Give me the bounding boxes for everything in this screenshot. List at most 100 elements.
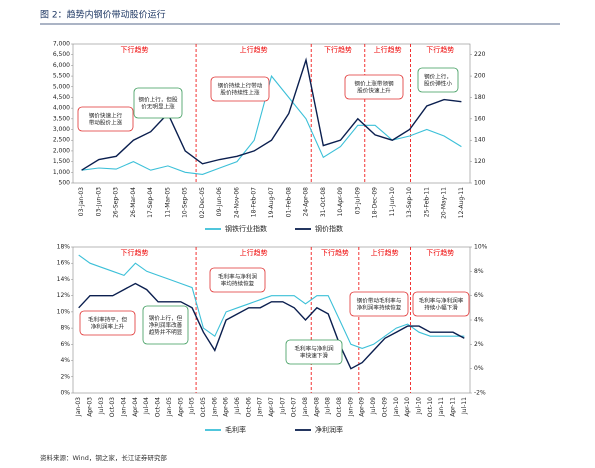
y2-tick-label: 140 [474,137,486,144]
y-tick-label: 16% [57,260,71,267]
x-tick-label: Apr-03 [87,397,94,417]
x-tick-label: Jan-09 [347,397,354,417]
callout-box [412,291,470,317]
x-tick-label: Jan-10 [393,397,400,417]
x-tick-label: Oct-07 [291,397,298,417]
x-tick-label: Jan-03 [75,397,82,417]
region-label: 下行趋势 [426,45,454,54]
y-tick-label: 10% [57,308,71,315]
x-tick-label: Oct-04 [155,397,162,417]
x-tick-label: Apr-04 [132,397,139,417]
callout-box [210,76,270,102]
callout-box [417,67,459,93]
y-tick-label: 1,500 [53,158,70,165]
y2-tick-label: 2% [474,341,484,348]
y-tick-label: 2,000 [53,147,70,154]
y-tick-label: 6% [60,341,70,348]
y2-tick-label: 4% [474,317,484,324]
x-tick-label: Apr-10 [404,397,411,417]
y-tick-label: 3,000 [53,126,70,133]
x-tick-label: 26-Sep-03 [113,187,120,218]
region-label: 下行趋势 [121,248,149,257]
x-tick-label: 31-Oct-08 [320,187,327,217]
callout-text: 钢价快速上行带动股价上涨 [89,111,123,126]
callout-text: 钢价持续上行带动股价持续性上涨 [218,81,263,96]
series-line [81,74,462,175]
callout-text: 毛利率持平，但净利润率上升 [88,315,128,330]
y2-tick-label: 8% [474,268,484,275]
x-tick-label: Apr-06 [223,397,230,417]
x-tick-label: 11-Mar-05 [164,187,171,218]
region-label: 上行趋势 [371,248,399,257]
y-tick-label: 14% [57,276,71,283]
x-tick-label: Jan-04 [121,397,128,417]
x-tick-label: Jan-05 [166,397,173,417]
x-tick-label: Jan-07 [257,397,264,417]
x-tick-label: Oct-08 [336,397,343,417]
region-label: 下行趋势 [324,45,352,54]
x-tick-label: 10-Apr-09 [337,187,344,217]
series-line [78,254,465,349]
y-tick-label: 4,500 [53,94,70,101]
x-tick-label: 02-Dec-05 [199,187,206,218]
region-label: 下行趋势 [426,248,454,257]
x-tick-label: Oct-03 [109,397,116,417]
x-tick-label: Jul-08 [325,397,332,415]
y-tick-label: 5,500 [53,73,70,80]
callout-box [142,305,189,345]
y2-tick-label: 220 [474,51,486,58]
y2-tick-label: -2% [474,390,486,397]
y2-tick-label: 120 [474,158,486,165]
callout-box [285,339,343,365]
callout-box [79,310,136,336]
y2-tick-label: 100 [474,180,486,187]
y-tick-label: 0% [60,390,70,397]
y-tick-label: 6,500 [53,51,70,58]
y-tick-label: 6,000 [53,62,70,69]
plot-frame [72,43,471,184]
y2-tick-label: 200 [474,73,486,80]
y-tick-label: 500 [59,180,71,187]
x-tick-label: 24-Nov-06 [233,187,240,218]
x-tick-label: 13-Sep-10 [406,187,413,218]
x-tick-label: Oct-10 [427,397,434,417]
callout-text: 毛利率与净利润率持续小幅下滑 [419,296,464,311]
region-label: 上行趋势 [374,45,402,54]
y-tick-label: 4% [60,357,70,364]
x-tick-label: 09-Jun-06 [216,187,223,216]
y2-tick-label: 160 [474,115,486,122]
callout-text: 毛利率与净利润率快速下滑 [294,344,334,359]
region-label: 上行趋势 [240,248,268,257]
x-tick-label: 17-Sep-04 [147,187,154,218]
x-tick-label: 18-Feb-07 [251,187,258,217]
callout-text: 钢价上行，股价弹性小 [424,72,452,87]
x-tick-label: 12-Aug-11 [458,187,465,218]
x-tick-label: 25-Feb-11 [423,187,430,217]
callout-box [77,106,134,132]
x-tick-label: Oct-05 [200,397,207,417]
y-tick-label: 4,000 [53,105,70,112]
callout-text: 钢价带动毛利率与净利润率持续恢复 [357,296,402,311]
callout-text: 钢价上行，但净利润率改善趋势并不明显 [149,314,183,336]
x-tick-label: 03-Jul-09 [354,187,361,214]
x-tick-label: Jul-04 [143,397,150,415]
x-tick-label: 20-May-11 [441,187,448,219]
y-tick-label: 2,500 [53,137,70,144]
x-tick-label: Apr-05 [177,397,184,417]
legend-label: 钢价指数 [315,224,343,233]
y-tick-label: 12% [57,292,71,299]
legend-label: 毛利率 [225,425,246,434]
x-tick-label: 01-Feb-08 [285,187,292,217]
x-tick-label: Apr-09 [359,397,366,417]
y-tick-label: 2% [60,373,70,380]
y-tick-label: 1,000 [53,169,70,176]
callout-text: 钢价上涨带领钢股价快速上升 [354,79,394,94]
region-label: 下行趋势 [321,248,349,257]
x-tick-label: Jul-06 [234,397,241,415]
series-line [78,282,465,370]
x-tick-label: 10-Sep-05 [182,187,189,218]
callout-box [133,87,183,119]
x-tick-label: 19-Aug-07 [268,187,275,218]
y-tick-label: 3,500 [53,115,70,122]
